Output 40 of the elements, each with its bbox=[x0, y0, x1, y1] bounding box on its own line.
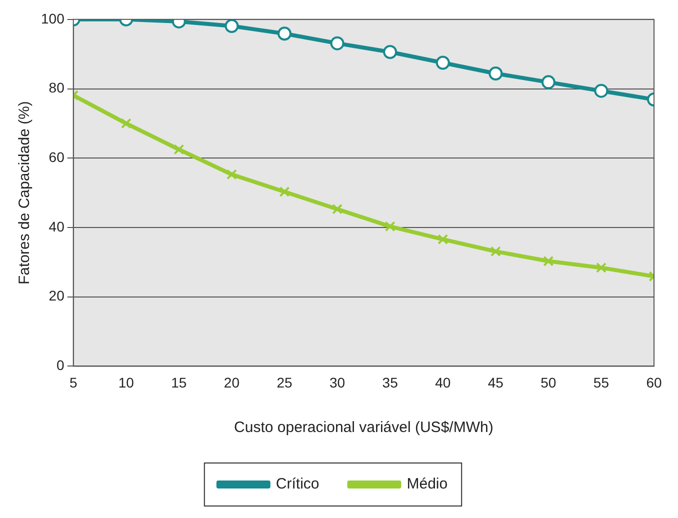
point bbox=[332, 204, 343, 214]
point bbox=[226, 169, 237, 180]
x-tick-label: 45 bbox=[488, 374, 504, 390]
point bbox=[488, 66, 503, 80]
point bbox=[383, 45, 398, 59]
point bbox=[278, 26, 292, 41]
x-tick-label: 25 bbox=[276, 374, 292, 390]
point bbox=[224, 19, 239, 33]
x-tick-label: 50 bbox=[540, 374, 556, 390]
point bbox=[596, 262, 606, 273]
x-tick-label: 15 bbox=[171, 374, 187, 390]
point bbox=[279, 186, 290, 197]
point bbox=[174, 144, 184, 155]
point bbox=[330, 36, 344, 50]
y-tick-label: 100 bbox=[41, 10, 65, 26]
x-axis-title: Custo operacional variável (US$/MWh) bbox=[234, 419, 494, 436]
x-tick-label: 55 bbox=[593, 374, 610, 390]
y-axis-title: Fatores de Capacidade (%) bbox=[16, 101, 34, 285]
point bbox=[384, 221, 396, 232]
y-tick-label: 0 bbox=[56, 357, 65, 374]
point bbox=[594, 84, 608, 98]
x-tick-label: 5 bbox=[69, 374, 78, 390]
y-tick-label: 60 bbox=[48, 148, 65, 165]
point bbox=[490, 246, 501, 257]
legend-label: Crítico bbox=[276, 476, 320, 493]
y-tick-label: 80 bbox=[48, 80, 65, 96]
legend-label: Médio bbox=[406, 476, 448, 493]
x-tick-label: 35 bbox=[382, 374, 398, 390]
x-tick-label: 20 bbox=[224, 374, 240, 390]
point bbox=[543, 256, 554, 266]
x-tick-label: 10 bbox=[118, 374, 134, 390]
x-tick-label: 60 bbox=[646, 374, 662, 390]
y-tick-label: 20 bbox=[48, 288, 65, 304]
point bbox=[438, 234, 448, 245]
x-tick-label: 40 bbox=[435, 374, 451, 390]
y-tick-label: 40 bbox=[48, 218, 65, 234]
point bbox=[541, 75, 556, 90]
point bbox=[436, 56, 450, 70]
point bbox=[120, 118, 132, 129]
x-tick-label: 30 bbox=[329, 374, 346, 390]
